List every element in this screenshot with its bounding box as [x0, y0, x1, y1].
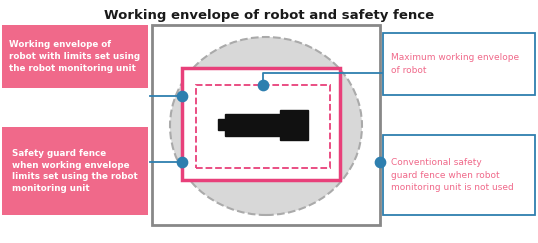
Text: Working envelope of
robot with limits set using
the robot monitoring unit: Working envelope of robot with limits se… [10, 40, 140, 73]
Point [376, 160, 384, 164]
Text: Maximum working envelope
of robot: Maximum working envelope of robot [391, 53, 519, 75]
Bar [218, 119, 232, 130]
Text: Working envelope of robot and safety fence: Working envelope of robot and safety fen… [104, 9, 434, 22]
FancyBboxPatch shape [383, 33, 535, 95]
Bar [280, 110, 308, 140]
Point [259, 83, 267, 87]
FancyBboxPatch shape [196, 85, 330, 168]
FancyBboxPatch shape [2, 127, 148, 215]
Text: Conventional safety
guard fence when robot
monitoring unit is not used: Conventional safety guard fence when rob… [391, 158, 514, 192]
Point [178, 94, 186, 98]
FancyBboxPatch shape [152, 25, 380, 225]
Point [178, 160, 186, 164]
FancyBboxPatch shape [383, 135, 535, 215]
Text: Safety guard fence
when working envelope
limits set using the robot
monitoring u: Safety guard fence when working envelope… [12, 149, 138, 193]
Ellipse shape [170, 37, 362, 215]
FancyBboxPatch shape [182, 68, 340, 180]
FancyBboxPatch shape [2, 25, 148, 88]
Bar [225, 114, 303, 136]
